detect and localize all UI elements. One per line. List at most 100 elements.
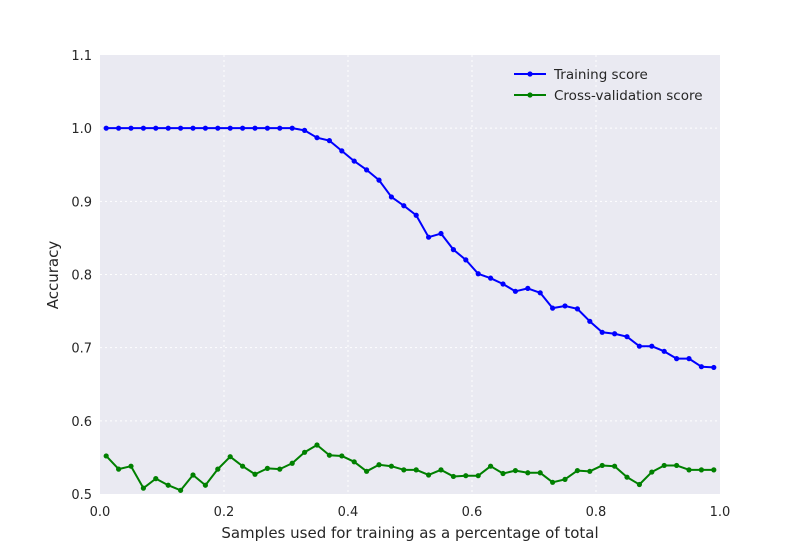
- data-point-cv: [711, 467, 717, 473]
- data-point-training: [302, 127, 308, 133]
- data-point-training: [116, 125, 122, 131]
- data-point-training: [488, 275, 494, 281]
- data-point-cv: [612, 463, 618, 469]
- data-point-cv: [413, 467, 419, 473]
- data-point-cv: [636, 481, 643, 488]
- data-point-training: [711, 364, 717, 371]
- data-point-training: [686, 356, 692, 362]
- data-point-cv: [190, 472, 196, 478]
- data-point-cv: [512, 467, 519, 474]
- data-point-cv: [103, 453, 109, 459]
- data-point-training: [574, 306, 581, 312]
- x-tick-label: 0.0: [90, 505, 111, 520]
- data-point-cv: [264, 465, 270, 471]
- data-point-cv: [488, 463, 494, 469]
- series-layer: [103, 125, 717, 493]
- data-point-cv: [364, 468, 370, 474]
- data-point-training: [178, 125, 184, 131]
- y-tick-label: 0.9: [71, 195, 92, 210]
- data-point-cv: [426, 472, 432, 478]
- data-point-training: [326, 138, 332, 144]
- data-point-cv: [500, 470, 506, 477]
- data-point-cv: [128, 463, 134, 469]
- data-point-cv: [525, 470, 531, 476]
- legend-marker-cv: [527, 92, 533, 98]
- data-point-cv: [302, 449, 308, 455]
- data-point-cv: [624, 474, 630, 480]
- data-point-training: [351, 158, 357, 164]
- data-point-training: [103, 125, 109, 131]
- data-point-cv: [215, 466, 221, 472]
- x-tick-label: 0.4: [338, 505, 359, 520]
- data-point-cv: [674, 462, 680, 469]
- data-point-cv: [153, 476, 159, 482]
- x-tick-label: 0.6: [462, 505, 483, 520]
- data-point-training: [277, 125, 283, 131]
- data-point-cv: [202, 482, 208, 488]
- data-point-cv: [587, 468, 593, 474]
- data-point-training: [252, 125, 258, 131]
- y-tick-label: 0.7: [71, 342, 92, 357]
- data-point-training: [388, 194, 394, 200]
- data-point-training: [438, 230, 444, 237]
- data-point-training: [140, 125, 146, 131]
- data-point-cv: [376, 462, 382, 468]
- data-point-training: [525, 285, 531, 291]
- data-point-training: [550, 305, 556, 311]
- data-point-cv: [463, 473, 469, 479]
- data-point-training: [314, 135, 320, 141]
- legend-marker-training: [527, 71, 533, 77]
- data-point-cv: [240, 463, 246, 469]
- series-cv: [103, 442, 717, 493]
- data-point-cv: [227, 454, 233, 460]
- data-point-training: [165, 125, 171, 131]
- x-tick-label: 0.2: [214, 505, 235, 520]
- data-point-cv: [326, 452, 332, 458]
- y-tick-label: 0.6: [71, 415, 92, 430]
- data-point-training: [190, 125, 196, 131]
- data-point-cv: [686, 467, 692, 473]
- grid-lines: [100, 55, 720, 494]
- data-point-training: [512, 288, 519, 294]
- x-axis-label: Samples used for training as a percentag…: [221, 524, 598, 542]
- y-tick-label: 1.1: [71, 49, 92, 64]
- data-point-cv: [178, 487, 184, 493]
- data-point-cv: [599, 462, 605, 469]
- data-point-training: [599, 329, 605, 335]
- data-point-cv: [550, 479, 556, 485]
- data-point-training: [240, 125, 246, 131]
- data-point-cv: [574, 467, 581, 474]
- data-point-cv: [649, 469, 655, 475]
- data-point-training: [264, 125, 270, 131]
- x-tick-label: 1.0: [710, 505, 731, 520]
- data-point-cv: [339, 453, 345, 459]
- data-point-training: [649, 343, 655, 349]
- data-point-training: [624, 334, 630, 340]
- data-point-training: [376, 177, 382, 183]
- data-point-training: [587, 318, 593, 324]
- data-point-cv: [140, 485, 146, 491]
- data-point-training: [475, 271, 481, 277]
- data-point-cv: [351, 459, 357, 465]
- data-point-cv: [165, 482, 171, 488]
- data-point-cv: [661, 462, 667, 469]
- data-point-cv: [388, 463, 394, 469]
- data-point-cv: [252, 471, 258, 477]
- data-point-training: [289, 125, 295, 131]
- data-point-cv: [438, 467, 444, 473]
- data-point-training: [401, 203, 407, 209]
- data-point-cv: [314, 442, 320, 448]
- data-point-training: [364, 167, 370, 173]
- data-point-cv: [475, 473, 481, 479]
- data-point-training: [450, 247, 456, 253]
- data-point-cv: [537, 470, 543, 476]
- data-point-training: [413, 212, 419, 218]
- data-point-training: [153, 125, 159, 131]
- tick-labels: 0.0 0.2 0.4 0.6 0.8 1.0 0.5 0.6 0.7 0.8 0.9 1.0 1.1: [71, 49, 730, 520]
- y-tick-label: 0.8: [71, 269, 92, 284]
- legend: Training score Cross-validation score: [514, 67, 703, 104]
- data-point-cv: [698, 467, 705, 473]
- data-point-training: [426, 234, 432, 240]
- data-point-training: [537, 290, 543, 296]
- data-point-training: [674, 356, 680, 362]
